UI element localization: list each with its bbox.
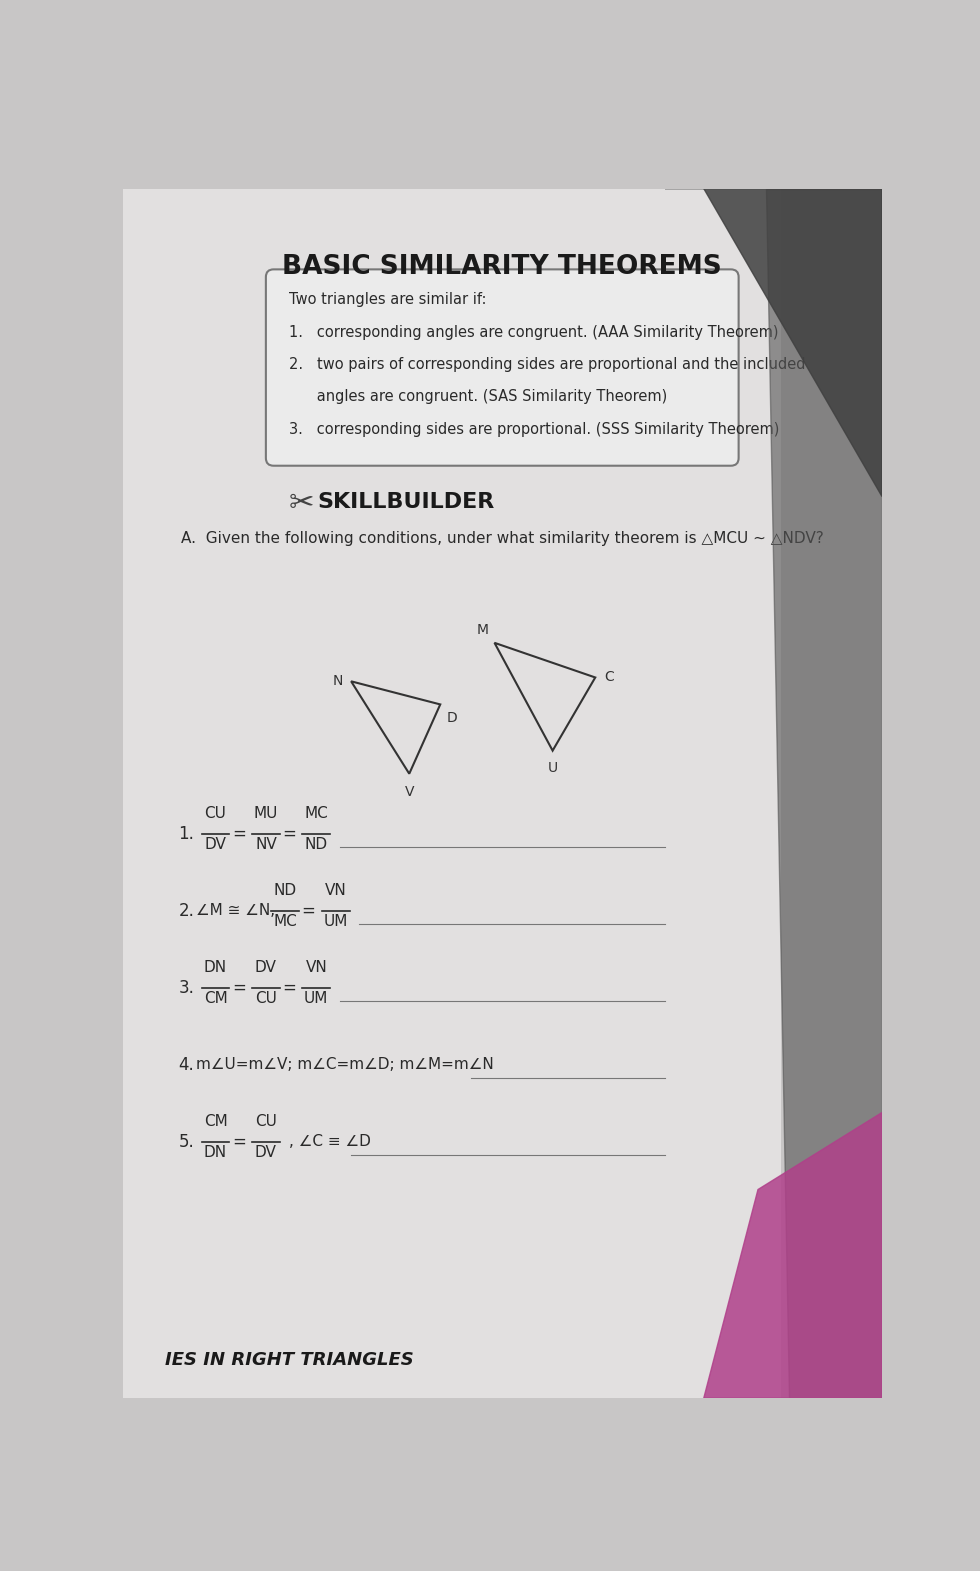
Text: DN: DN [204,1145,227,1159]
Text: m∠U=m∠V; m∠C=m∠D; m∠M=m∠N: m∠U=m∠V; m∠C=m∠D; m∠M=m∠N [196,1057,494,1073]
Text: CU: CU [255,991,276,1005]
Text: UM: UM [304,991,328,1005]
Text: ND: ND [305,837,328,851]
Polygon shape [765,189,882,1398]
Text: 1.   corresponding angles are congruent. (AAA Similarity Theorem): 1. corresponding angles are congruent. (… [289,325,779,339]
Text: 4.: 4. [178,1056,194,1075]
Text: =: = [232,1133,246,1152]
Text: =: = [232,825,246,842]
Text: VN: VN [306,960,327,976]
Text: ✂: ✂ [289,489,315,518]
Text: 2.: 2. [178,902,194,919]
Text: angles are congruent. (SAS Similarity Theorem): angles are congruent. (SAS Similarity Th… [289,390,667,404]
Text: BASIC SIMILARITY THEOREMS: BASIC SIMILARITY THEOREMS [282,255,722,280]
Text: 1.: 1. [178,825,194,842]
Text: M: M [476,622,488,636]
Text: N: N [333,674,343,688]
Text: SKILLBUILDER: SKILLBUILDER [318,492,495,512]
Text: D: D [447,710,458,724]
Text: MU: MU [254,806,278,822]
Text: DN: DN [204,960,227,976]
Text: =: = [282,979,296,996]
Text: CU: CU [255,1114,276,1130]
Text: UM: UM [323,914,348,928]
Text: C: C [605,671,614,685]
Text: IES IN RIGHT TRIANGLES: IES IN RIGHT TRIANGLES [165,1351,414,1370]
Text: =: = [302,902,316,919]
Polygon shape [665,189,882,496]
Text: DV: DV [255,1145,276,1159]
Text: MC: MC [273,914,297,928]
Text: DV: DV [205,837,226,851]
Text: U: U [548,762,558,776]
Text: , ∠C ≡ ∠D: , ∠C ≡ ∠D [289,1134,371,1150]
Text: CM: CM [204,991,227,1005]
Text: A.  Given the following conditions, under what similarity theorem is △MCU ∼ △NDV: A. Given the following conditions, under… [180,531,823,547]
Text: CM: CM [204,1114,227,1130]
Text: MC: MC [305,806,328,822]
FancyBboxPatch shape [122,189,781,1398]
Text: V: V [405,784,414,798]
Text: Two triangles are similar if:: Two triangles are similar if: [289,292,487,308]
Text: ∠M ≅ ∠N,: ∠M ≅ ∠N, [196,903,275,919]
Text: 3.   corresponding sides are proportional. (SSS Similarity Theorem): 3. corresponding sides are proportional.… [289,423,779,437]
Text: VN: VN [324,883,347,899]
Text: 3.: 3. [178,979,194,996]
Text: ND: ND [273,883,297,899]
Text: =: = [232,979,246,996]
FancyBboxPatch shape [266,269,739,465]
Text: 5.: 5. [178,1133,194,1152]
Text: CU: CU [205,806,226,822]
Text: DV: DV [255,960,276,976]
Text: =: = [282,825,296,842]
Text: NV: NV [255,837,276,851]
Text: 2.   two pairs of corresponding sides are proportional and the included: 2. two pairs of corresponding sides are … [289,357,806,372]
Polygon shape [704,1112,882,1398]
